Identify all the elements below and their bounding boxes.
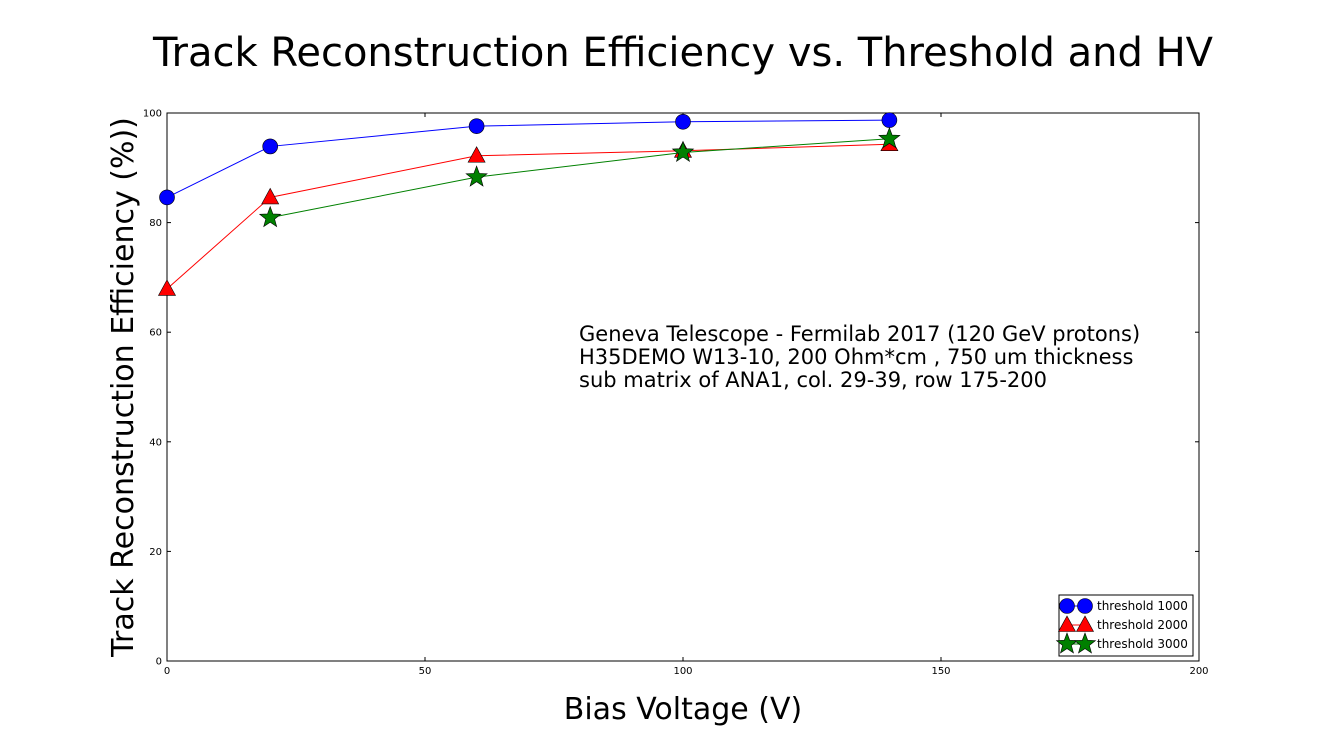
series-line — [270, 138, 890, 219]
x-tick-label: 100 — [673, 666, 692, 677]
y-tick-label: 40 — [149, 437, 162, 448]
data-point — [258, 205, 282, 228]
data-point — [465, 165, 488, 187]
legend-item: threshold 3000 — [1055, 632, 1188, 654]
y-axis-label: Track Reconstruction Efficiency (%)) — [106, 117, 141, 658]
axis-ticks: 0 50 100 150 200 0 20 40 60 80 100 — [143, 109, 1209, 678]
legend-marker — [1077, 598, 1093, 614]
data-point — [675, 113, 691, 130]
data-point — [157, 279, 177, 296]
data-point — [881, 112, 898, 128]
chart-title: Track Reconstruction Efficiency vs. Thre… — [152, 30, 1214, 76]
y-tick-label: 20 — [149, 547, 162, 558]
data-point — [878, 126, 901, 149]
annotation-line: H35DEMO W13-10, 200 Ohm*cm , 750 um thic… — [579, 345, 1133, 369]
series-1 — [159, 112, 898, 206]
y-tick-label: 60 — [149, 328, 162, 339]
x-axis-label: Bias Voltage (V) — [564, 692, 802, 727]
annotation-line: Geneva Telescope - Fermilab 2017 (120 Ge… — [579, 322, 1140, 346]
annotation-line: sub matrix of ANA1, col. 29-39, row 175-… — [579, 368, 1047, 392]
legend-label: threshold 3000 — [1097, 637, 1188, 651]
y-tick-label: 80 — [149, 218, 162, 229]
legend-marker — [1057, 615, 1077, 632]
y-tick-label: 0 — [156, 657, 162, 668]
data-point — [159, 189, 175, 206]
legend-marker — [1059, 598, 1075, 614]
data-point — [467, 146, 486, 163]
legend-label: threshold 2000 — [1097, 618, 1188, 632]
legend: threshold 1000 threshold 2000 threshold 30… — [1055, 594, 1194, 657]
x-tick-label: 0 — [164, 666, 170, 677]
data-point — [468, 118, 485, 134]
x-tick-label: 200 — [1189, 666, 1208, 677]
legend-marker — [1075, 615, 1095, 632]
legend-marker — [1073, 632, 1097, 654]
legend-item: threshold 2000 — [1057, 615, 1188, 632]
legend-label: threshold 1000 — [1097, 599, 1188, 613]
annotation: Geneva Telescope - Fermilab 2017 (120 Ge… — [579, 322, 1140, 392]
x-tick-label: 150 — [931, 666, 950, 677]
series-layer — [157, 112, 901, 296]
data-point — [261, 187, 280, 205]
legend-item: threshold 1000 — [1059, 598, 1188, 614]
data-point — [262, 138, 279, 155]
series-3 — [258, 126, 901, 228]
x-tick-label: 50 — [419, 666, 432, 677]
data-point — [671, 140, 695, 163]
y-tick-label: 100 — [143, 109, 162, 120]
